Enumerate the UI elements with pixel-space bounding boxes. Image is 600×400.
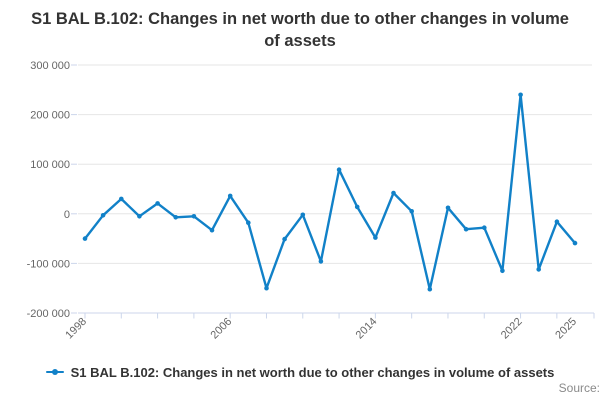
legend-item-label[interactable]: S1 BAL B.102: Changes in net worth due t… [70,365,555,380]
data-point-marker [100,213,106,218]
data-point-marker [300,212,306,218]
data-point-marker [354,204,360,210]
data-point-marker [82,236,88,241]
legend[interactable]: S1 BAL B.102: Changes in net worth due t… [0,365,600,380]
data-point-marker [482,225,487,230]
data-point-marker [137,214,142,219]
legend-line-marker-icon [45,369,64,376]
data-point-marker [518,92,523,98]
data-point-marker [119,196,124,202]
data-point-marker [191,214,197,219]
data-point-marker [155,201,160,206]
y-axis-label: -100 000 [27,258,70,270]
data-point-marker [536,267,541,272]
data-point-marker [500,268,505,274]
x-axis-label: 2014 [354,316,380,342]
data-point-marker [227,193,233,199]
y-axis-label: 0 [64,209,70,221]
x-axis-label: 2022 [499,316,525,342]
y-axis-label: -200 000 [27,308,70,320]
data-point-marker [373,235,378,240]
data-point-marker [264,285,269,291]
chart-title: S1 BAL B.102: Changes in net worth due t… [30,8,570,53]
series-line [83,93,577,291]
data-point-marker [463,226,469,232]
data-point-marker [173,215,178,220]
data-point-marker [554,219,560,224]
x-axis-label: 2006 [209,316,235,342]
data-point-marker [209,227,215,233]
y-axis-label: 200 000 [30,110,70,122]
x-axis-label: 2025 [553,316,579,342]
data-point-marker [246,220,251,225]
data-point-marker [445,205,451,211]
source-credits: Source: [558,381,600,395]
y-axis-label: 300 000 [30,60,70,72]
data-point-marker [282,236,287,242]
data-point-marker [336,167,342,172]
y-axis-label: 100 000 [30,159,70,171]
data-point-marker [409,209,415,214]
data-point-marker [318,259,324,264]
data-point-marker [427,286,433,292]
data-point-marker [391,190,396,196]
chart-title-text: S1 BAL B.102: Changes in net worth due t… [31,10,569,51]
data-point-marker [572,240,578,246]
